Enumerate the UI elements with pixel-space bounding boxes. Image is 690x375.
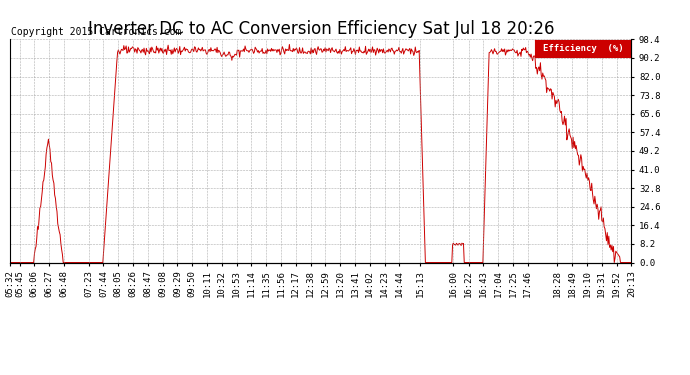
Title: Inverter DC to AC Conversion Efficiency Sat Jul 18 20:26: Inverter DC to AC Conversion Efficiency … [88,20,554,38]
Text: Copyright 2015 Cartronics.com: Copyright 2015 Cartronics.com [11,27,181,37]
